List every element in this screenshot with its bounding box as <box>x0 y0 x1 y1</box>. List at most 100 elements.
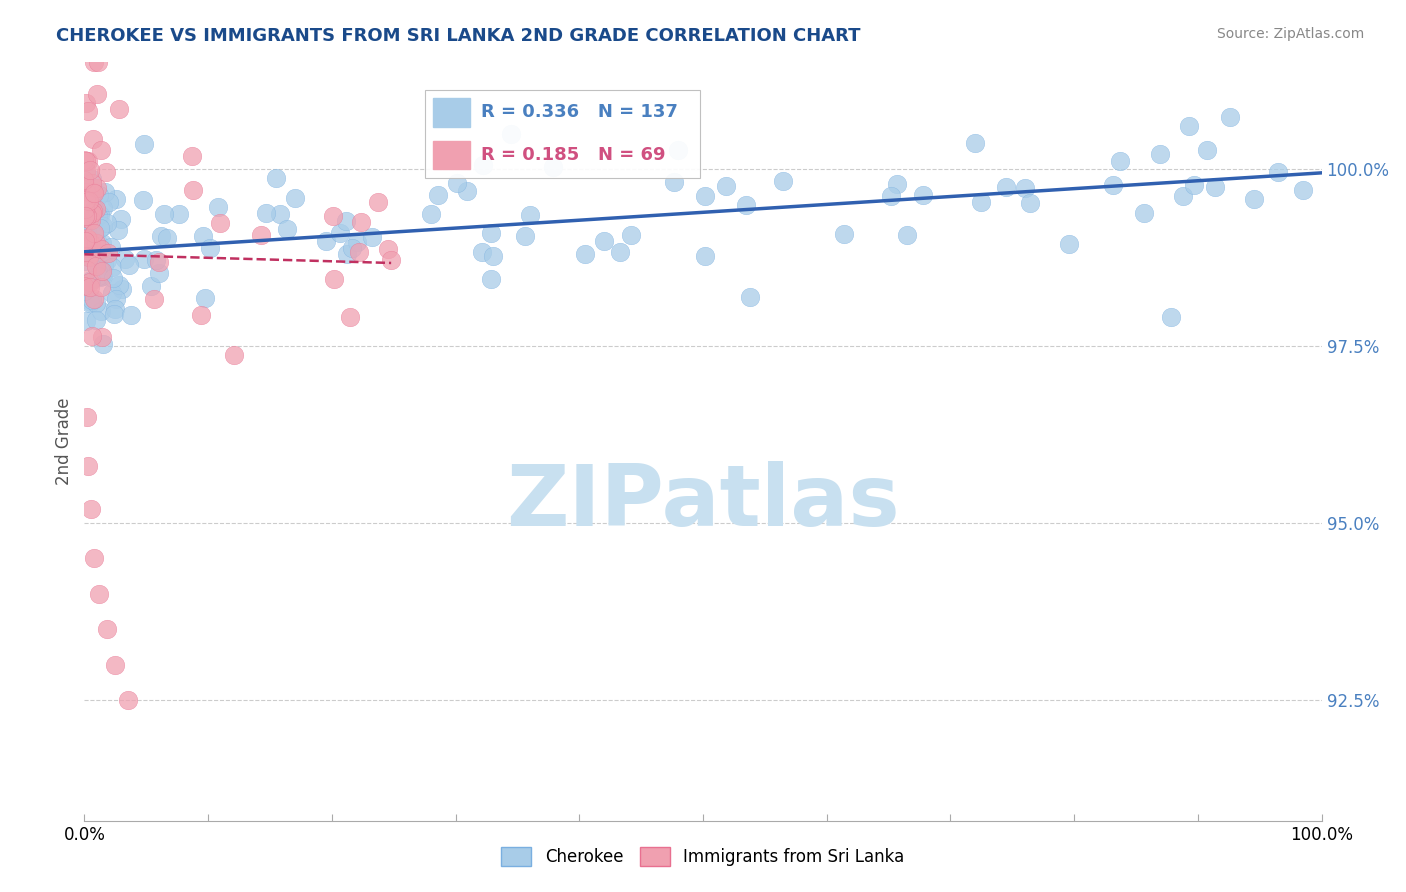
Point <box>91 336 114 351</box>
Point <box>515 229 537 244</box>
Point <box>73 202 96 216</box>
Point <box>84 260 107 274</box>
Point <box>83 292 105 306</box>
Point <box>190 308 212 322</box>
Point <box>89 270 111 285</box>
Point <box>82 204 104 219</box>
Point <box>76 409 98 424</box>
Point <box>76 263 98 277</box>
Point <box>367 195 389 210</box>
Point <box>79 247 101 261</box>
Text: CHEROKEE VS IMMIGRANTS FROM SRI LANKA 2ND GRADE CORRELATION CHART: CHEROKEE VS IMMIGRANTS FROM SRI LANKA 2N… <box>56 27 860 45</box>
Point <box>420 207 443 221</box>
Point <box>77 103 100 118</box>
Point <box>86 87 108 101</box>
Bar <box>433 141 470 169</box>
Point <box>84 224 107 238</box>
Point <box>361 229 384 244</box>
Point <box>84 313 107 327</box>
Point <box>83 551 105 566</box>
Point <box>87 55 110 70</box>
Point <box>77 459 100 474</box>
Point <box>82 293 104 308</box>
Point <box>107 278 129 293</box>
Point <box>150 229 173 244</box>
Point <box>111 282 134 296</box>
Point <box>100 240 122 254</box>
Point <box>80 206 103 220</box>
Point <box>91 202 114 216</box>
Point <box>90 242 112 256</box>
Point <box>82 329 104 343</box>
Point <box>94 164 117 178</box>
Point <box>734 198 756 212</box>
Point <box>84 296 107 310</box>
Point <box>254 205 277 219</box>
Point <box>664 175 686 189</box>
Point <box>101 286 124 301</box>
Point <box>84 202 107 217</box>
Point <box>519 207 541 221</box>
Point <box>148 266 170 280</box>
Point <box>73 153 96 168</box>
Point <box>335 214 357 228</box>
Point <box>427 188 450 202</box>
Point <box>75 314 97 328</box>
Point <box>132 136 155 151</box>
Point <box>82 171 104 186</box>
Point <box>1149 147 1171 161</box>
Point <box>90 268 112 282</box>
Point <box>75 228 97 243</box>
Point <box>207 201 229 215</box>
Point <box>1267 165 1289 179</box>
Point <box>83 186 105 200</box>
Point <box>132 193 155 207</box>
Point <box>1102 178 1125 193</box>
Point <box>995 180 1018 194</box>
Point <box>79 275 101 289</box>
Point <box>82 177 104 191</box>
Point <box>77 233 100 247</box>
Point <box>87 237 110 252</box>
Point <box>284 191 307 205</box>
Point <box>912 188 935 202</box>
Point <box>89 208 111 222</box>
Point <box>89 207 111 221</box>
Y-axis label: 2nd Grade: 2nd Grade <box>55 398 73 485</box>
Point <box>75 180 97 194</box>
Point <box>79 194 101 208</box>
Point <box>91 219 114 234</box>
Point <box>104 292 127 306</box>
Point <box>96 216 118 230</box>
Point <box>142 292 165 306</box>
Point <box>82 186 104 201</box>
Point <box>1057 237 1080 252</box>
Text: Source: ZipAtlas.com: Source: ZipAtlas.com <box>1216 27 1364 41</box>
Point <box>886 177 908 191</box>
Point <box>593 234 616 248</box>
Point <box>479 272 502 286</box>
Point <box>118 259 141 273</box>
Point <box>472 158 495 172</box>
Point <box>94 185 117 199</box>
Point <box>83 202 105 216</box>
Point <box>1292 183 1315 197</box>
Point <box>153 207 176 221</box>
Point <box>86 209 108 223</box>
Point <box>90 280 112 294</box>
Point <box>75 227 97 242</box>
Point <box>76 153 98 168</box>
Point <box>896 227 918 242</box>
Point <box>73 232 96 246</box>
Point <box>84 235 107 250</box>
Point <box>541 161 564 175</box>
Point <box>80 237 103 252</box>
Point <box>156 231 179 245</box>
Point <box>1014 180 1036 194</box>
Point <box>970 195 993 210</box>
Point <box>346 235 368 250</box>
Point <box>89 220 111 235</box>
Point <box>772 174 794 188</box>
Point <box>336 247 359 261</box>
Point <box>224 348 246 362</box>
